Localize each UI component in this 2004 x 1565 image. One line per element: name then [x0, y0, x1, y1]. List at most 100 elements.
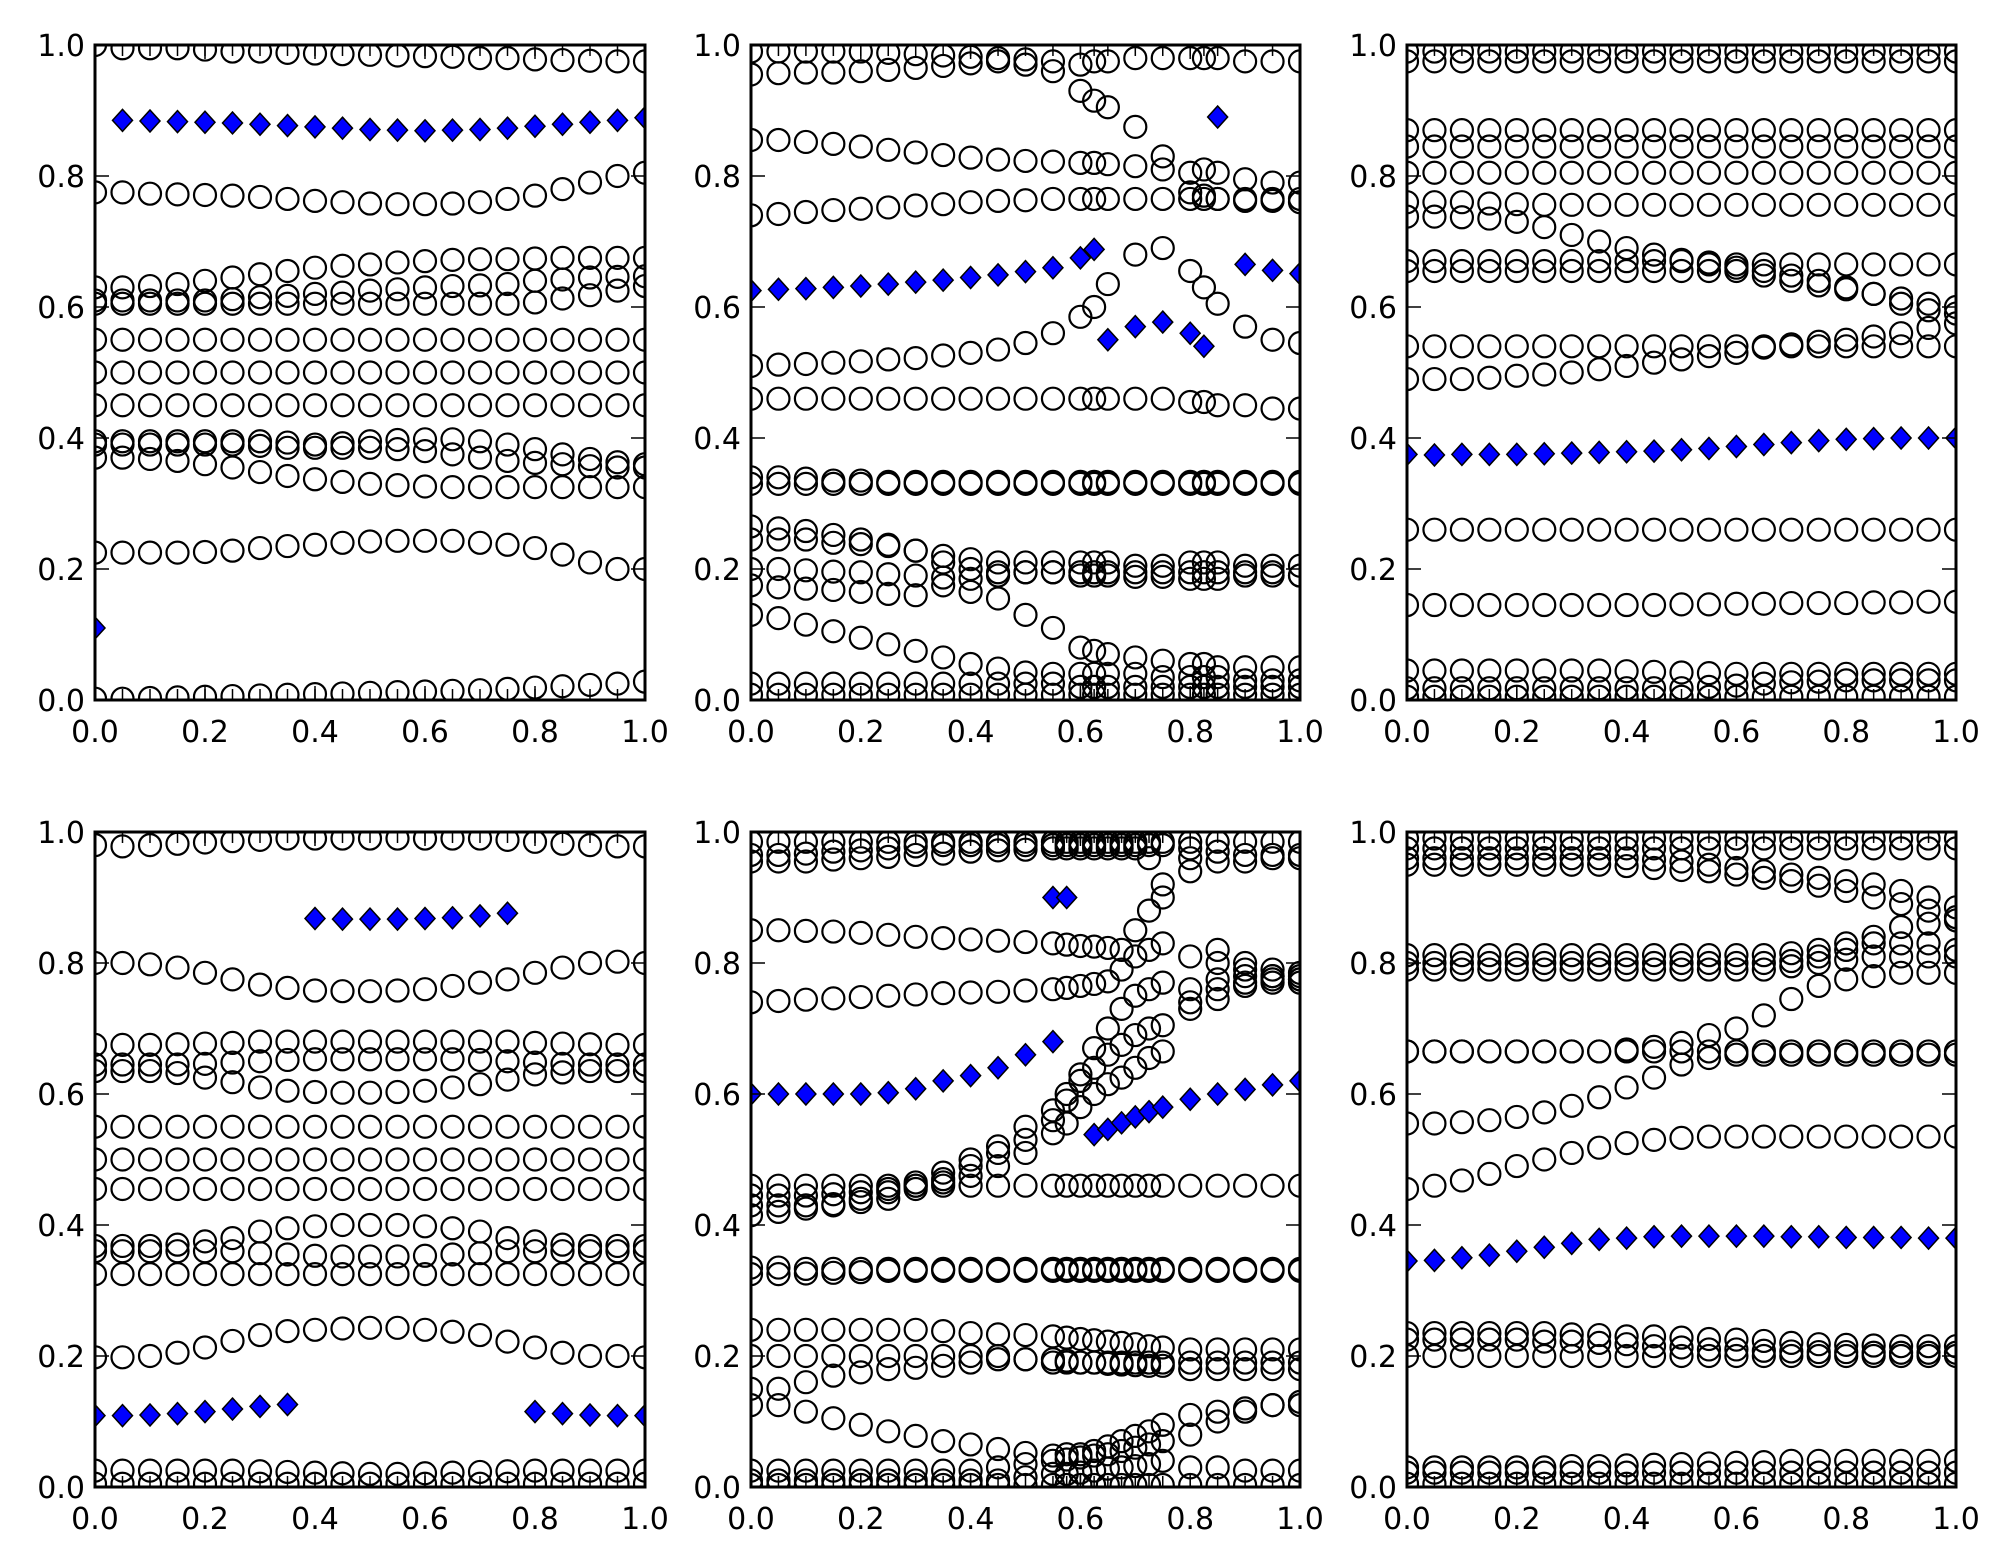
circle-marker [1669, 192, 1694, 217]
circle-marker [958, 1147, 983, 1172]
circle-marker [876, 836, 901, 861]
circle-marker [1834, 1042, 1859, 1067]
diamond-marker [1288, 1068, 1300, 1094]
circle-marker [848, 196, 873, 221]
x-tick-label: 0.2 [837, 1502, 885, 1537]
circle-marker [550, 360, 575, 385]
circle-marker [440, 1176, 465, 1202]
plus-marker [1055, 832, 1078, 843]
circle-marker [958, 651, 983, 677]
y-tick-label: 1.0 [1349, 29, 1397, 64]
plus-marker [767, 45, 790, 56]
circle-marker [605, 1458, 630, 1483]
circle-marker [577, 393, 603, 418]
circle-marker [495, 45, 520, 71]
circle-marker [385, 978, 410, 1003]
plus-marker [469, 1476, 491, 1487]
circle-marker [412, 528, 438, 553]
circle-marker [1178, 682, 1203, 700]
circle-marker [1449, 832, 1474, 851]
circle-marker [1806, 192, 1831, 217]
plus-marker [1807, 832, 1830, 843]
circle-marker [95, 1058, 108, 1084]
circle-marker [1232, 553, 1258, 578]
plus-marker [1151, 689, 1174, 700]
circle-marker [793, 558, 819, 583]
circle-marker [1082, 386, 1107, 411]
plus-marker [987, 45, 1010, 56]
circle-marker [330, 327, 355, 352]
circle-marker [903, 345, 928, 371]
circle-marker [1205, 839, 1230, 864]
diamond-marker [904, 1076, 927, 1101]
circle-marker [1751, 49, 1776, 74]
circle-marker [1504, 852, 1529, 877]
circle-marker [1054, 932, 1079, 957]
circle-marker [632, 455, 645, 480]
circle-marker [1587, 192, 1612, 217]
circle-marker [1422, 49, 1447, 74]
circle-marker [632, 1239, 645, 1264]
circle-marker [1751, 1328, 1776, 1354]
circle-marker [577, 1032, 603, 1057]
circle-marker [1806, 118, 1831, 143]
diamond-marker [1288, 261, 1300, 286]
circle-marker [793, 671, 819, 696]
circle-marker [440, 273, 465, 299]
circle-marker [1669, 1335, 1694, 1360]
circle-marker [137, 360, 163, 385]
circle-marker [1504, 249, 1529, 274]
circle-marker [1287, 1472, 1300, 1487]
diamond-marker [1055, 885, 1078, 910]
circle-marker [1504, 517, 1529, 542]
circle-marker [550, 1232, 575, 1257]
circle-marker [1587, 249, 1612, 274]
circle-marker [1054, 1472, 1079, 1487]
circle-marker [632, 475, 645, 500]
x-tick-label: 1.0 [1932, 1502, 1980, 1537]
circle-marker [1205, 682, 1230, 700]
circle-marker [1232, 674, 1258, 700]
circle-marker [302, 1262, 328, 1287]
circle-marker [1806, 873, 1831, 898]
circle-marker [1054, 1081, 1079, 1107]
plus-marker [1041, 45, 1064, 56]
circle-marker [632, 360, 645, 385]
diamond-marker [551, 1401, 574, 1426]
circle-marker [1178, 1256, 1203, 1281]
circle-marker [110, 1114, 135, 1139]
circle-marker [1669, 249, 1694, 274]
plus-marker [1890, 45, 1913, 56]
circle-marker [247, 45, 273, 64]
diamond-marker [1643, 1224, 1666, 1249]
circle-marker [1587, 229, 1612, 254]
circle-marker [1888, 252, 1914, 277]
circle-marker [522, 1050, 548, 1075]
plus-marker [904, 45, 927, 56]
circle-marker [766, 575, 791, 600]
diamond-marker [751, 278, 763, 303]
circle-marker [876, 632, 901, 657]
circle-marker [605, 1114, 630, 1139]
circle-marker [985, 1322, 1011, 1347]
circle-marker [1696, 674, 1722, 700]
circle-marker [903, 924, 928, 949]
circle-marker [385, 1079, 410, 1105]
circle-marker [958, 145, 983, 170]
plus-marker [579, 832, 601, 843]
circle-marker [1422, 684, 1447, 700]
circle-marker [440, 1262, 465, 1287]
circle-marker [876, 1472, 901, 1487]
circle-marker [1669, 957, 1694, 982]
plus-marker [932, 832, 955, 843]
circle-marker [220, 360, 245, 385]
circle-marker [1082, 836, 1107, 861]
circle-marker [577, 1058, 603, 1084]
circle-marker [1205, 1258, 1230, 1283]
diamond-marker [767, 277, 790, 302]
circle-marker [1504, 45, 1529, 64]
plus-marker [249, 832, 271, 843]
circle-marker [1477, 249, 1502, 274]
diamond-marker [1423, 442, 1446, 468]
plus-marker [1560, 45, 1583, 56]
